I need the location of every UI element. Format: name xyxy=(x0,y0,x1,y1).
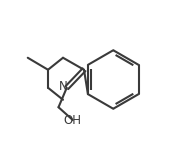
Text: OH: OH xyxy=(64,114,82,126)
Text: N: N xyxy=(59,81,67,93)
